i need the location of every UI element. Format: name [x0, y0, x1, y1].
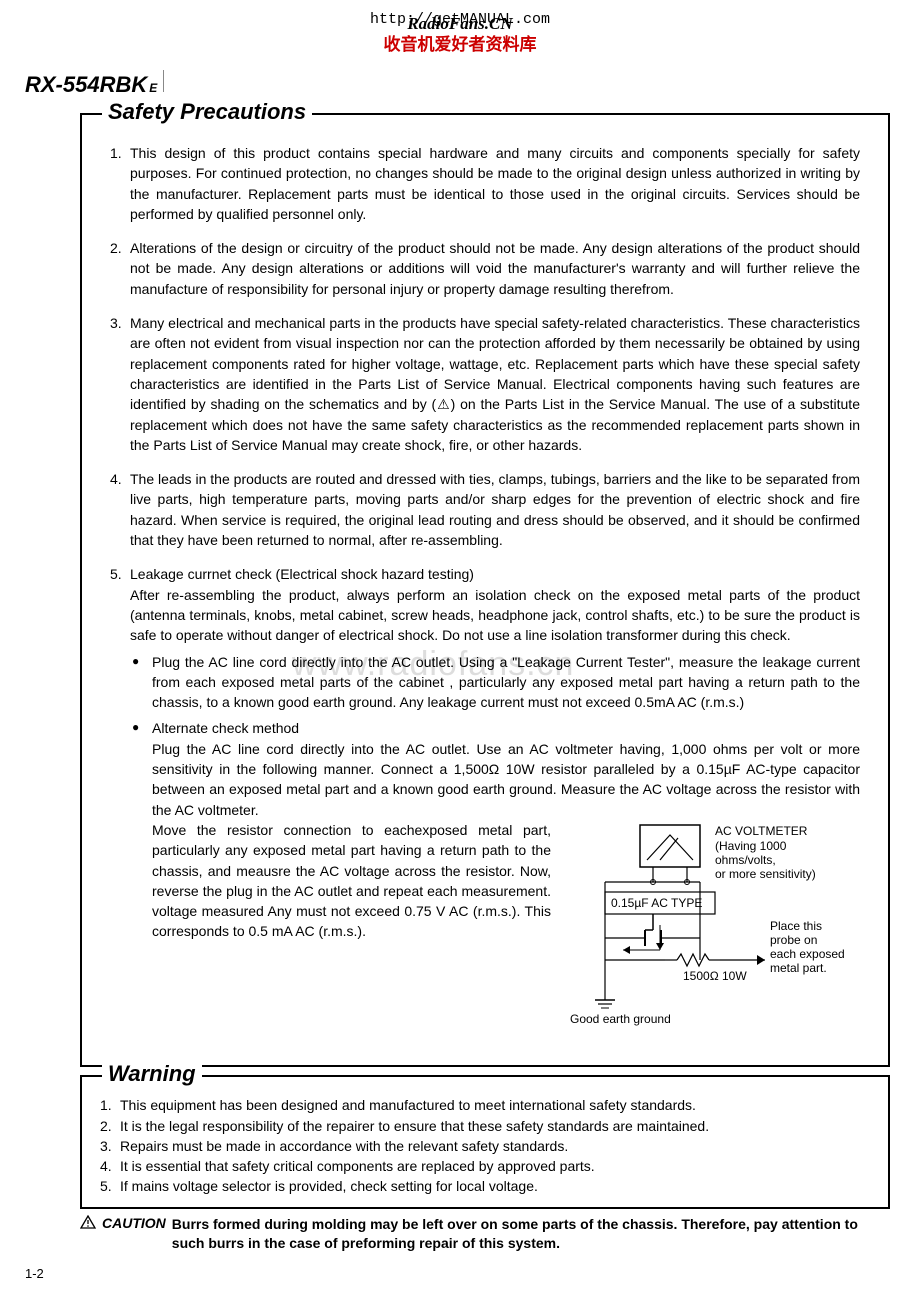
alternate-check-text-b: Move the resistor connection to eachexpo…: [152, 820, 551, 1033]
model-suffix: E: [149, 81, 157, 95]
svg-text:probe on: probe on: [770, 933, 817, 947]
svg-text:each exposed: each exposed: [770, 947, 845, 961]
svg-text:Good earth ground: Good earth ground: [570, 1012, 671, 1026]
page-number: 1-2: [25, 1266, 895, 1281]
svg-text:metal part.: metal part.: [770, 961, 827, 975]
svg-text:(Having 1000: (Having 1000: [715, 839, 787, 853]
header-url-overlay: RadioFans.CN: [407, 14, 512, 34]
warning-triangle-icon: [80, 1215, 96, 1232]
warning-item-1: This equipment has been designed and man…: [100, 1095, 870, 1115]
caution-row: CAUTION Burrs formed during molding may …: [80, 1215, 890, 1254]
warning-box: Warning This equipment has been designed…: [80, 1075, 890, 1208]
caution-label: CAUTION: [102, 1215, 166, 1231]
header-url-plain: http://getMANUAL.com RadioFans.CN: [370, 11, 550, 28]
safety-item-5-bullet-2: Alternate check method Plug the AC line …: [130, 718, 860, 1033]
model-name: RX-554RBK: [25, 72, 147, 98]
warning-item-5: If mains voltage selector is provided, c…: [100, 1176, 870, 1196]
svg-text:1500Ω 10W: 1500Ω 10W: [683, 969, 747, 983]
alternate-check-title: Alternate check method: [152, 720, 299, 736]
warning-item-3: Repairs must be made in accordance with …: [100, 1136, 870, 1156]
svg-text:0.15µF AC TYPE: 0.15µF AC TYPE: [611, 896, 702, 910]
safety-item-3: Many electrical and mechanical parts in …: [110, 313, 860, 455]
safety-item-4: The leads in the products are routed and…: [110, 469, 860, 550]
svg-text:ohms/volts,: ohms/volts,: [715, 853, 776, 867]
leakage-test-diagram: AC VOLTMETER (Having 1000 ohms/volts, or…: [565, 820, 860, 1033]
svg-text:Place this: Place this: [770, 919, 822, 933]
safety-item-2: Alterations of the design or circuitry o…: [110, 238, 860, 299]
alternate-check-text-a: Plug the AC line cord directly into the …: [152, 741, 860, 818]
svg-text:or more sensitivity): or more sensitivity): [715, 867, 816, 881]
model-row: RX-554RBK E: [25, 70, 895, 98]
warning-item-4: It is essential that safety critical com…: [100, 1156, 870, 1176]
header-urls: http://getMANUAL.com RadioFans.CN 收音机爱好者…: [25, 10, 895, 55]
safety-item-5-bullet-1: Plug the AC line cord directly into the …: [130, 652, 860, 713]
safety-item-5: Leakage currnet check (Electrical shock …: [110, 564, 860, 1033]
caution-text: Burrs formed during molding may be left …: [172, 1215, 890, 1254]
warning-item-2: It is the legal responsibility of the re…: [100, 1116, 870, 1136]
safety-item-5-intro: After re-assembling the product, always …: [130, 587, 860, 644]
diagram-voltmeter-label: AC VOLTMETER: [715, 824, 808, 838]
safety-item-1: This design of this product contains spe…: [110, 143, 860, 224]
safety-title: Safety Precautions: [102, 99, 312, 125]
model-divider: [163, 70, 164, 92]
safety-item-5-title: Leakage currnet check (Electrical shock …: [130, 566, 474, 582]
safety-precautions-box: www.radiofans.cn Safety Precautions This…: [80, 113, 890, 1067]
warning-title: Warning: [102, 1061, 202, 1087]
